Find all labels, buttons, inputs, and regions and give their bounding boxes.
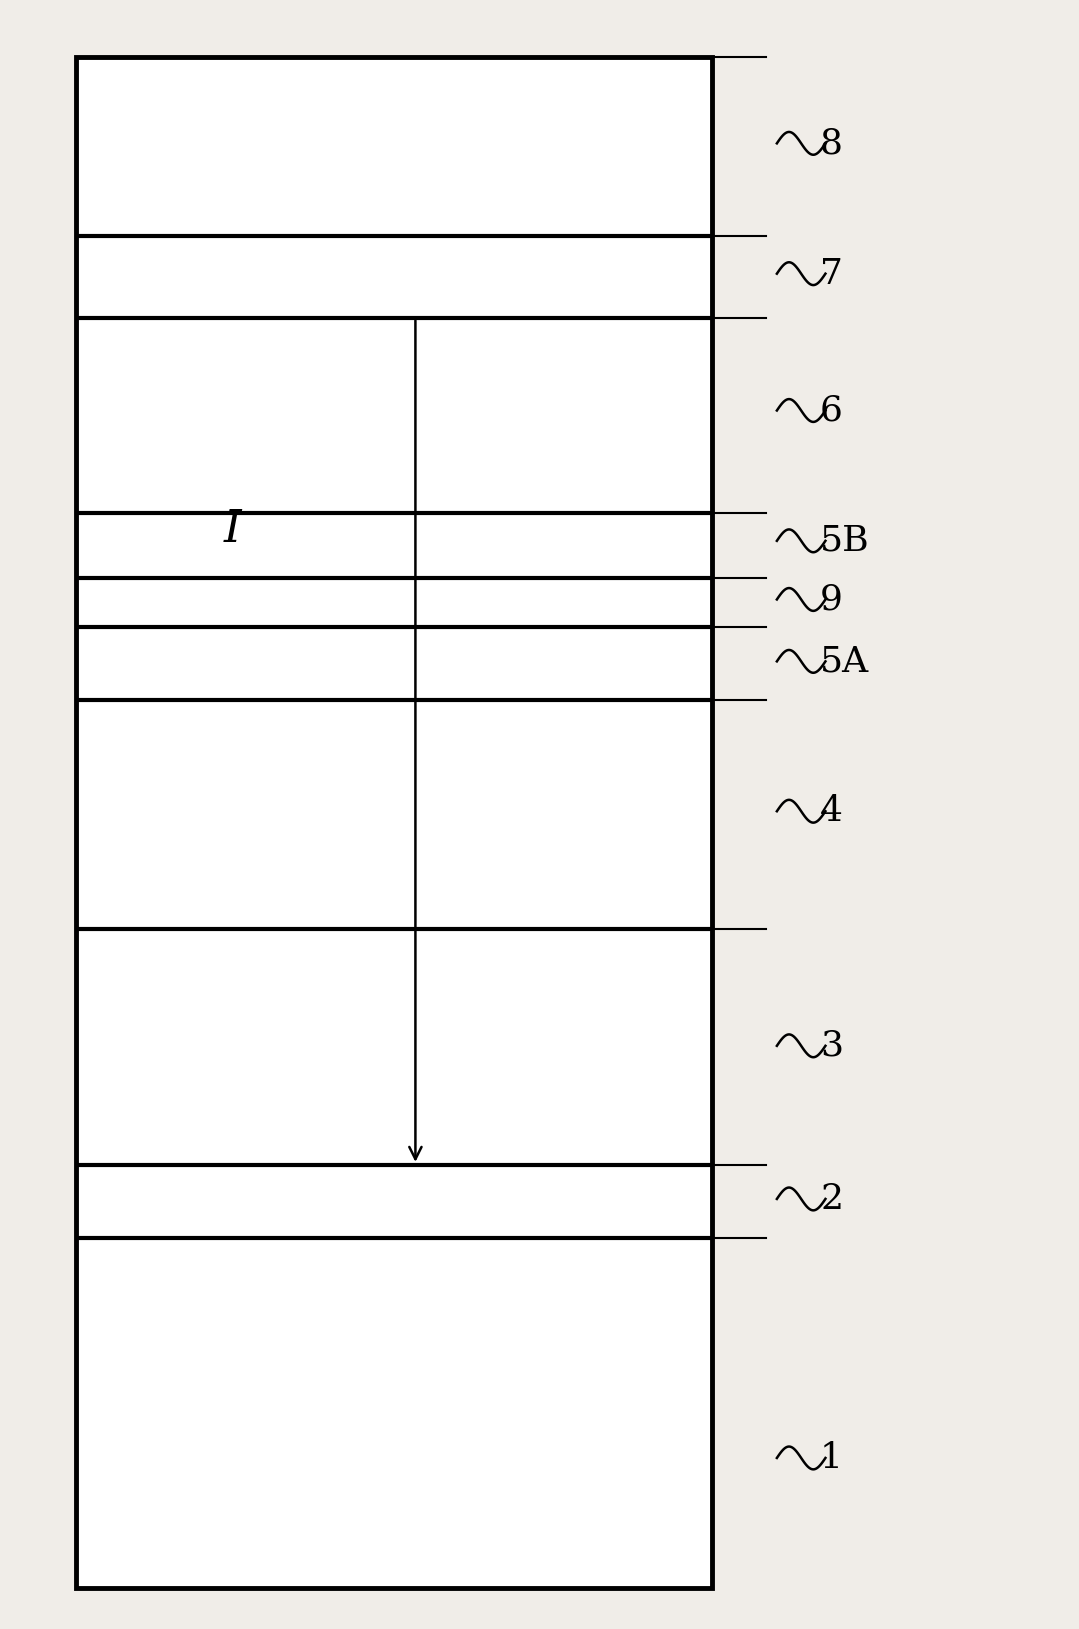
- Text: 7: 7: [820, 257, 843, 290]
- Text: 5B: 5B: [820, 525, 870, 557]
- Text: 1: 1: [820, 1442, 843, 1474]
- Text: I: I: [223, 508, 241, 551]
- Text: 3: 3: [820, 1030, 843, 1062]
- Text: 9: 9: [820, 583, 843, 616]
- Text: 4: 4: [820, 795, 843, 828]
- Text: 6: 6: [820, 394, 843, 427]
- Text: 8: 8: [820, 127, 843, 160]
- Text: 2: 2: [820, 1183, 843, 1215]
- Bar: [76, 57, 712, 1588]
- Text: 5A: 5A: [820, 645, 870, 678]
- Bar: [76, 57, 712, 1588]
